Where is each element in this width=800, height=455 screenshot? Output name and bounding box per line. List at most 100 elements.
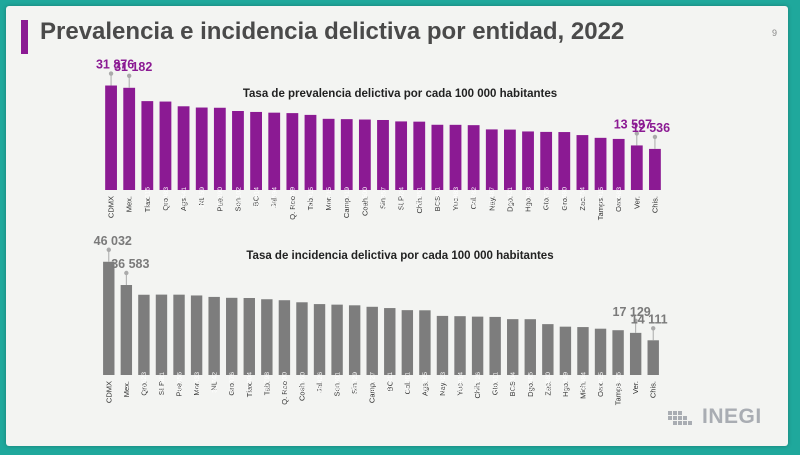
incidence-highlight-label: 46 032: [94, 234, 132, 248]
incidence-bar: [331, 304, 343, 375]
prevalence-bar: [358, 119, 371, 190]
incidence-category-label: Gto.: [491, 381, 500, 395]
prevalence-bar: [485, 129, 498, 190]
prevalence-bar: [213, 107, 226, 190]
prevalence-category-label: BCS: [433, 196, 442, 211]
incidence-value-label: 19 484: [580, 372, 587, 393]
prevalence-category-label: Zac.: [578, 196, 587, 211]
prevalence-callout-dot: [126, 73, 132, 78]
prevalence-category-label: Chih.: [415, 196, 424, 214]
prevalence-bar: [268, 112, 281, 190]
incidence-category-label: Hgo.: [561, 381, 570, 397]
prevalence-bar: [250, 111, 262, 190]
incidence-value-label: 19 649: [563, 372, 570, 393]
incidence-bar: [348, 305, 361, 375]
prevalence-category-label: Gto.: [542, 196, 551, 210]
incidence-callout-dot: [106, 247, 111, 252]
prevalence-bar: [377, 119, 389, 190]
prevalence-bar: [576, 135, 589, 190]
inegi-logo: INEGI: [668, 404, 762, 430]
incidence-category-label: SLP: [157, 381, 166, 395]
incidence-bar: [594, 328, 607, 375]
inegi-logo-mark-icon: [668, 411, 692, 425]
incidence-category-label: CDMX: [104, 381, 113, 403]
prevalence-value-label: 25 541: [181, 187, 188, 208]
prevalence-value-label: 23 459: [290, 187, 297, 208]
prevalence-value-label: 23 594: [272, 187, 279, 208]
incidence-category-label: Mex.: [122, 381, 131, 397]
prevalence-value-label: 17 863: [525, 187, 532, 208]
prevalence-category-label: Mex.: [125, 196, 134, 212]
incidence-value-label: 32 656: [176, 372, 183, 393]
prevalence-value-label: 25 090: [217, 187, 224, 208]
prevalence-bar: [340, 119, 353, 190]
incidence-value-label: 28 601: [334, 372, 341, 393]
prevalence-value-label: 20 851: [417, 187, 424, 208]
prevalence-category-label: Tab.: [306, 196, 315, 210]
prevalence-callout-dot: [108, 71, 114, 76]
incidence-value-label: 18 825: [598, 372, 605, 393]
incidence-value-label: 22 704: [510, 372, 517, 393]
prevalence-bar: [195, 107, 208, 190]
inegi-logo-text: INEGI: [702, 405, 762, 428]
prevalence-bar: [141, 101, 154, 190]
prevalence-value-label: 15 583: [616, 187, 623, 208]
prevalence-value-label: 21 357: [380, 187, 387, 208]
incidence-bar: [629, 332, 642, 375]
incidence-value-label: 29 560: [299, 372, 306, 393]
incidence-bar: [384, 308, 396, 375]
incidence-bar: [138, 294, 150, 375]
incidence-bar: [419, 310, 431, 375]
prevalence-highlight-label: 13 597: [614, 117, 652, 131]
prevalence-value-label: 23 814: [253, 187, 260, 208]
prevalence-category-label: Yuc.: [451, 196, 460, 211]
prevalence-category-label: Mor.: [324, 196, 333, 211]
prevalence-value-label: 26 983: [163, 187, 170, 208]
incidence-value-label: 20 680: [545, 372, 552, 393]
incidence-value-label: 31 304: [247, 372, 254, 393]
incidence-category-label: Chih.: [473, 381, 482, 399]
prevalence-highlight-label: 12 536: [632, 121, 670, 135]
prevalence-value-label: 24 102: [235, 187, 242, 208]
prevalence-bar: [558, 132, 571, 190]
incidence-bar: [507, 319, 519, 375]
prevalence-bar: [177, 106, 190, 190]
incidence-bar: [155, 294, 168, 375]
incidence-value-label: 28 826: [317, 372, 324, 393]
prevalence-value-label: 19 901: [435, 187, 442, 208]
incidence-category-label: Q. Roo: [280, 381, 289, 405]
incidence-bar: [524, 319, 536, 375]
incidence-bar: [401, 310, 414, 375]
incidence-bar: [366, 306, 378, 375]
incidence-category-label: Zac.: [543, 381, 552, 396]
incidence-category-label: Mor.: [192, 381, 201, 396]
incidence-chart-title: Tasa de incidencia delictiva por cada 10…: [246, 250, 553, 262]
incidence-category-label: Qro.: [139, 381, 148, 396]
incidence-bar: [243, 297, 255, 375]
incidence-category-label: Coah.: [297, 381, 306, 401]
incidence-category-label: Oax.: [596, 381, 605, 397]
prevalence-category-label: Nay.: [487, 196, 496, 211]
prevalence-category-label: NL: [197, 196, 206, 206]
incidence-value-label: 32 333: [194, 372, 201, 393]
incidence-bar: [489, 316, 501, 375]
incidence-value-label: 18 205: [615, 372, 622, 393]
prevalence-bar: [232, 110, 244, 190]
incidence-bar: [313, 304, 326, 375]
prevalence-highlight-label: 31 876: [96, 58, 134, 72]
prevalence-category-label: Tlax.: [143, 196, 152, 212]
prevalence-chart: Tasa de prevalencia delictiva por cada 1…: [96, 58, 670, 221]
incidence-callout-dot: [124, 270, 129, 276]
incidence-category-label: Nay.: [438, 381, 447, 396]
prevalence-category-label: Chis.: [650, 196, 659, 213]
incidence-category-label: Col.: [403, 381, 412, 394]
slide-title: Prevalencia e incidencia delictiva por e…: [40, 18, 625, 45]
prevalence-bar: [395, 121, 408, 190]
incidence-category-label: Dgo.: [526, 381, 535, 397]
incidence-category-label: Pue.: [175, 381, 184, 396]
incidence-category-label: Sin.: [350, 381, 359, 394]
incidence-value-label: 30 798: [264, 372, 271, 393]
incidence-value-label: 32 681: [159, 372, 166, 393]
incidence-bar: [208, 296, 220, 375]
incidence-value-label: 31 376: [229, 372, 236, 393]
